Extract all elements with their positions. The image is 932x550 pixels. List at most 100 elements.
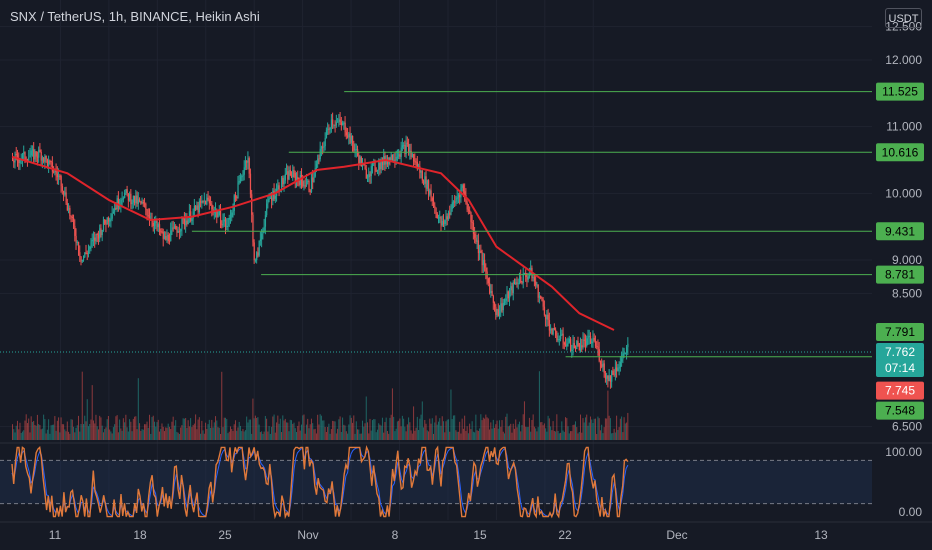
volume-bar (302, 415, 304, 440)
volume-bar (337, 428, 339, 440)
volume-bar (74, 432, 76, 440)
candle-body (399, 154, 401, 157)
volume-bar (500, 426, 502, 440)
volume-bar (185, 418, 187, 440)
candle-body (36, 156, 39, 158)
candle-body (239, 176, 242, 182)
candle-body (621, 359, 623, 362)
candle-body (424, 176, 426, 184)
volume-bar (455, 430, 457, 440)
candle-body (348, 133, 350, 138)
price-tag (876, 323, 924, 341)
volume-bar (380, 425, 382, 440)
volume-bar (223, 417, 225, 440)
candle-body (626, 347, 628, 353)
volume-bar (507, 426, 509, 440)
candle-body (423, 180, 425, 184)
candle-body (220, 211, 222, 225)
volume-bar (99, 415, 101, 440)
volume-bar (106, 419, 108, 440)
volume-bar (395, 428, 397, 440)
candle-body (50, 160, 52, 163)
candle-body (522, 273, 524, 283)
volume-bar (41, 428, 43, 440)
candle-body (596, 346, 598, 348)
candle-body (153, 222, 156, 226)
volume-bar (272, 416, 274, 440)
volume-bar (299, 430, 301, 440)
candle-body (80, 256, 82, 262)
volume-bar (373, 419, 375, 440)
candle-body (570, 338, 572, 351)
volume-bar (109, 429, 111, 440)
candle-body (567, 342, 569, 344)
candle-body (455, 198, 457, 202)
candle-body (295, 176, 298, 181)
candle-body (314, 168, 316, 177)
level-price-tag-text: 10.616 (882, 145, 919, 159)
volume-bar (606, 418, 608, 440)
candle-body (19, 160, 21, 164)
volume-bar (102, 432, 104, 440)
candle-body (13, 160, 15, 163)
candle-body (34, 151, 36, 160)
candle-body (132, 195, 135, 203)
candle-body (528, 274, 531, 277)
candle-body (121, 199, 123, 201)
volume-bar (132, 418, 134, 440)
candle-body (274, 195, 277, 199)
candle-body (510, 286, 512, 291)
volume-bar (386, 430, 388, 440)
candle-body (110, 218, 112, 220)
volume-bar (433, 433, 435, 440)
candle-body (568, 338, 570, 343)
volume-bar (475, 414, 477, 440)
volume-bar (485, 414, 487, 440)
volume-bar (81, 371, 83, 440)
volume-bar (218, 427, 220, 440)
volume-bar (192, 425, 194, 440)
candle-body (551, 328, 553, 335)
volume-bar (237, 427, 239, 440)
volume-bar (508, 425, 510, 440)
candle-body (369, 174, 371, 177)
level-price-tag-text: 8.781 (885, 268, 915, 282)
volume-bar (198, 417, 200, 440)
level-price-tag (876, 82, 924, 101)
volume-bar (107, 415, 109, 440)
volume-bar (222, 427, 224, 440)
volume-bar (619, 418, 621, 440)
candle-body (262, 231, 264, 234)
volume-bar (314, 428, 316, 440)
volume-bar (19, 422, 21, 440)
candle-body (231, 212, 233, 218)
candle-body (327, 128, 329, 130)
volume-bar (357, 429, 359, 440)
candle-body (440, 217, 442, 226)
candle-body (54, 170, 56, 172)
volume-bar (175, 420, 177, 440)
volume-bar (415, 427, 417, 440)
volume-bar (65, 431, 67, 440)
volume-bar (276, 422, 278, 440)
candle-body (156, 221, 158, 228)
candle-body (543, 306, 546, 315)
candle-body (391, 154, 394, 161)
candle-body (253, 242, 255, 261)
volume-bar (86, 399, 88, 440)
candle-body (152, 222, 154, 226)
candle-body (414, 161, 416, 163)
candle-body (436, 213, 438, 219)
candle-body (147, 215, 149, 217)
currency-button[interactable]: USDT (885, 8, 922, 28)
volume-bar (105, 427, 107, 440)
volume-bar (82, 424, 84, 440)
volume-bar (436, 424, 438, 440)
candle-body (258, 240, 260, 256)
time-tick-label: 13 (814, 528, 828, 542)
volume-bar (340, 431, 342, 440)
candle-body (558, 338, 561, 340)
volume-bar (165, 427, 167, 440)
